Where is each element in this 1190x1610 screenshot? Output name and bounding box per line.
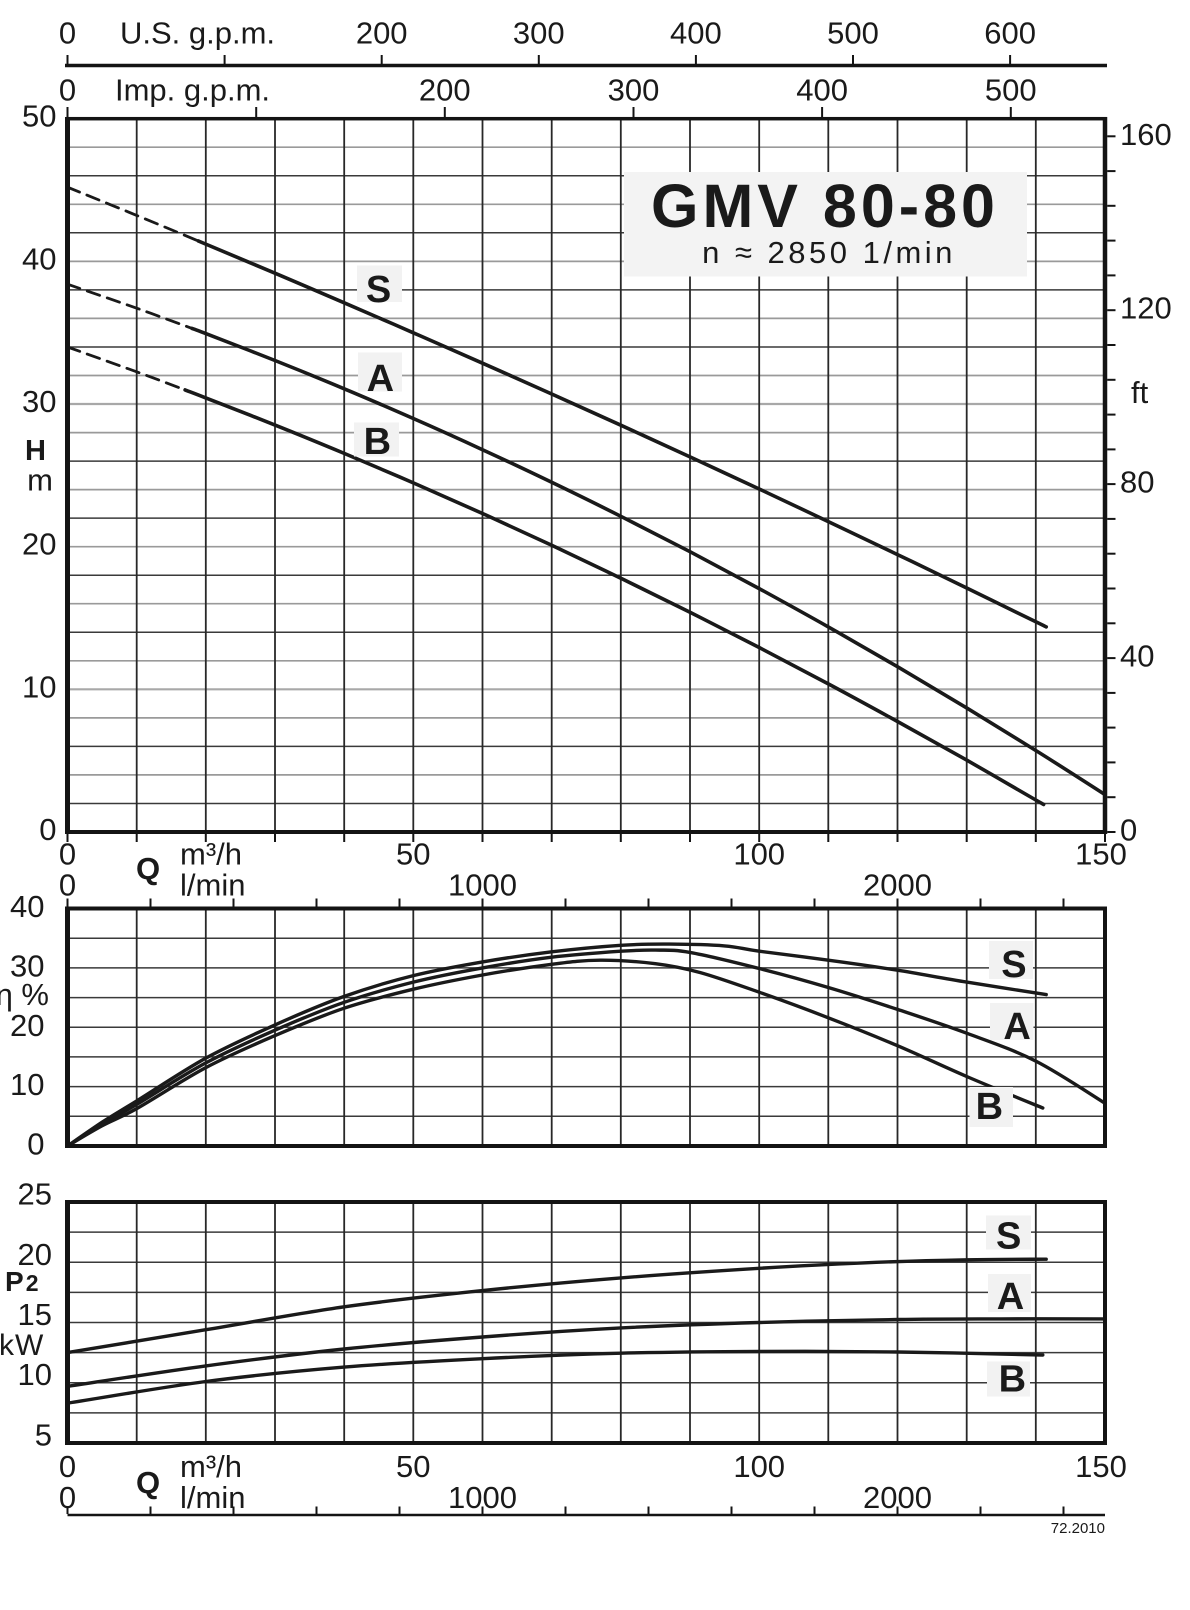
svg-text:10: 10 [18,1357,52,1392]
svg-text:0: 0 [1120,813,1137,848]
svg-text:η %: η % [0,977,49,1012]
svg-text:S: S [996,1216,1021,1258]
svg-text:150: 150 [1075,1449,1127,1484]
svg-text:0: 0 [59,837,76,872]
svg-text:kW: kW [0,1329,44,1362]
svg-text:0: 0 [59,16,76,51]
svg-text:B: B [999,1359,1026,1401]
svg-text:500: 500 [985,73,1037,108]
svg-text:m³/h: m³/h [180,837,242,872]
svg-text:40: 40 [10,889,44,924]
svg-text:80: 80 [1120,465,1154,500]
svg-text:H: H [25,435,46,467]
svg-text:300: 300 [608,73,660,108]
svg-text:Q: Q [136,851,160,886]
svg-text:5: 5 [35,1418,52,1453]
svg-text:2000: 2000 [863,868,932,903]
svg-text:m: m [27,463,53,498]
svg-text:m³/h: m³/h [180,1449,242,1484]
svg-text:30: 30 [22,384,56,419]
svg-text:B: B [976,1086,1003,1128]
svg-text:1000: 1000 [448,868,517,903]
svg-text:S: S [366,269,391,311]
svg-text:400: 400 [670,16,722,51]
svg-text:B: B [364,421,391,463]
svg-text:40: 40 [22,241,56,276]
svg-text:n ≈ 2850 1/min: n ≈ 2850 1/min [702,235,956,270]
svg-text:0: 0 [27,1127,44,1162]
svg-text:50: 50 [22,99,56,134]
svg-text:0: 0 [59,868,76,903]
svg-text:GMV 80-80: GMV 80-80 [651,172,999,240]
svg-text:600: 600 [984,16,1036,51]
svg-text:100: 100 [733,1449,785,1484]
svg-text:A: A [1003,1006,1030,1048]
svg-text:120: 120 [1120,291,1172,326]
svg-text:40: 40 [1120,639,1154,674]
svg-text:300: 300 [513,16,565,51]
svg-text:25: 25 [18,1177,52,1212]
svg-text:0: 0 [59,73,76,108]
svg-text:20: 20 [18,1237,52,1272]
svg-text:15: 15 [18,1297,52,1332]
svg-text:50: 50 [396,1449,430,1484]
svg-text:l/min: l/min [180,1480,245,1515]
svg-text:20: 20 [10,1008,44,1043]
svg-text:500: 500 [827,16,879,51]
svg-text:P2: P2 [5,1266,40,1297]
svg-text:0: 0 [59,1480,76,1515]
svg-text:150: 150 [1075,837,1127,872]
svg-text:U.S. g.p.m.: U.S. g.p.m. [120,16,275,51]
svg-text:100: 100 [733,837,785,872]
svg-text:20: 20 [22,527,56,562]
svg-text:0: 0 [59,1449,76,1484]
svg-text:160: 160 [1120,117,1172,152]
svg-text:72.2010: 72.2010 [1051,1520,1105,1537]
svg-text:400: 400 [796,73,848,108]
svg-text:0: 0 [39,812,56,847]
svg-text:10: 10 [22,669,56,704]
svg-text:A: A [997,1276,1024,1318]
svg-text:Imp. g.p.m.: Imp. g.p.m. [115,73,270,108]
svg-text:S: S [1001,944,1026,986]
svg-text:50: 50 [396,837,430,872]
svg-text:Q: Q [136,1465,160,1500]
svg-text:l/min: l/min [180,868,245,903]
svg-text:200: 200 [419,73,471,108]
svg-text:10: 10 [10,1067,44,1102]
svg-text:A: A [367,358,394,400]
svg-text:200: 200 [356,16,408,51]
svg-text:30: 30 [10,948,44,983]
svg-text:ft: ft [1131,375,1149,410]
